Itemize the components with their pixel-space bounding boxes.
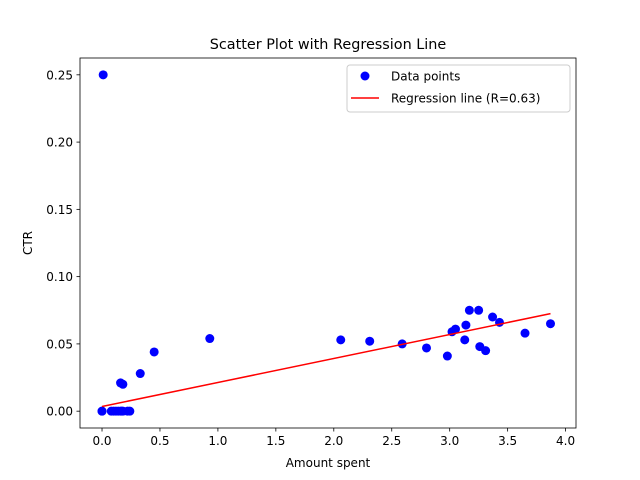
legend: Data points Regression line (R=0.63) bbox=[346, 64, 571, 113]
data-point bbox=[118, 379, 128, 389]
data-point bbox=[474, 305, 484, 315]
legend-box bbox=[346, 64, 571, 113]
x-tick-label: 0.0 bbox=[92, 434, 111, 448]
x-axis: 0.0 0.5 1.0 1.5 2.0 2.5 3.0 3.5 4.0 bbox=[92, 428, 575, 448]
y-tick-label: 0.05 bbox=[46, 337, 73, 351]
x-tick-label: 1.5 bbox=[266, 434, 285, 448]
chart-title: Scatter Plot with Regression Line bbox=[210, 37, 447, 53]
data-point bbox=[365, 336, 375, 346]
y-tick-label: 0.10 bbox=[46, 270, 73, 284]
data-point bbox=[149, 347, 159, 357]
y-tick-label: 0.15 bbox=[46, 203, 73, 217]
y-tick-label: 0.00 bbox=[46, 405, 73, 419]
x-axis-label: Amount spent bbox=[286, 456, 371, 470]
data-point bbox=[460, 335, 470, 345]
y-tick-label: 0.20 bbox=[46, 136, 73, 150]
y-axis-label: CTR bbox=[21, 231, 35, 255]
data-point bbox=[135, 369, 145, 379]
data-point bbox=[422, 343, 431, 353]
legend-marker-points bbox=[360, 71, 370, 81]
data-point bbox=[520, 328, 530, 338]
legend-label-line: Regression line (R=0.63) bbox=[391, 92, 540, 106]
data-point bbox=[205, 334, 215, 344]
data-point bbox=[546, 319, 555, 329]
data-point bbox=[442, 351, 452, 361]
x-tick-label: 0.5 bbox=[150, 434, 169, 448]
legend-label-points: Data points bbox=[391, 70, 460, 84]
data-point bbox=[461, 320, 471, 330]
x-tick-label: 4.0 bbox=[556, 434, 575, 448]
x-tick-label: 2.0 bbox=[324, 434, 343, 448]
x-tick-label: 3.5 bbox=[498, 434, 517, 448]
data-point bbox=[450, 324, 460, 334]
axes-frame bbox=[79, 57, 577, 429]
x-tick-label: 3.0 bbox=[440, 434, 459, 448]
data-point bbox=[488, 312, 498, 322]
data-point bbox=[97, 406, 107, 416]
data-point bbox=[125, 406, 135, 416]
data-point bbox=[464, 305, 474, 315]
x-tick-label: 1.0 bbox=[208, 434, 227, 448]
data-point bbox=[481, 346, 491, 356]
regression-line bbox=[101, 312, 551, 408]
data-point bbox=[98, 70, 108, 80]
plot-area bbox=[97, 70, 555, 416]
y-axis: 0.00 0.05 0.10 0.15 0.20 0.25 bbox=[46, 68, 80, 419]
data-point bbox=[336, 335, 346, 345]
y-tick-label: 0.25 bbox=[46, 68, 73, 82]
x-tick-label: 2.5 bbox=[382, 434, 401, 448]
